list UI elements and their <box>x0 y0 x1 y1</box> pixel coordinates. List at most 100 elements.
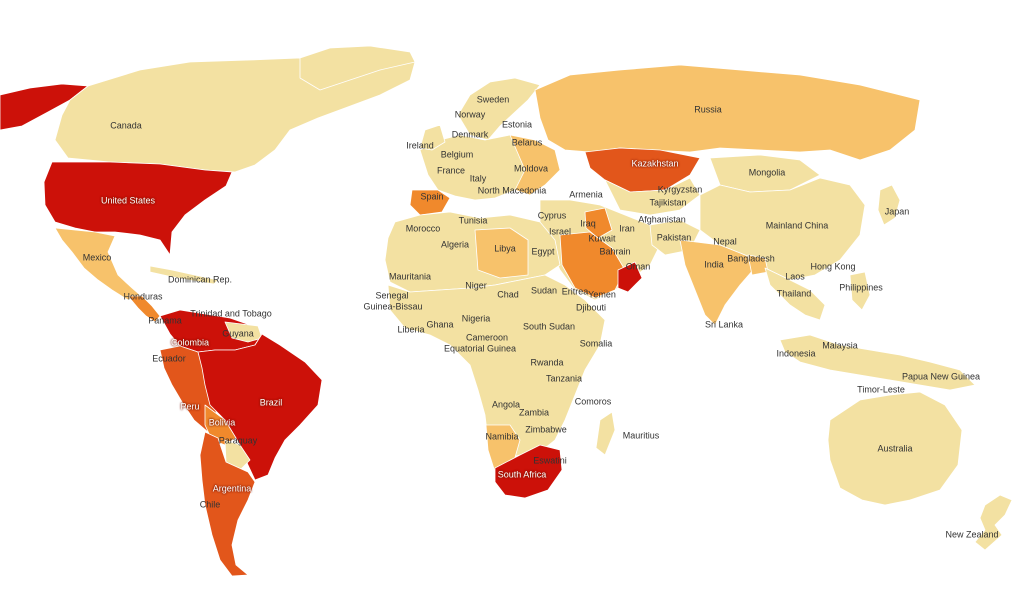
label-russia: Russia <box>694 104 722 115</box>
region-philippines[interactable] <box>849 271 871 311</box>
region-guyana[interactable] <box>224 321 263 343</box>
label-thailand: Thailand <box>776 288 812 299</box>
label-somalia: Somalia <box>579 338 613 349</box>
label-kazakhstan: Kazakhstan <box>631 158 679 169</box>
label-kuwait: Kuwait <box>588 233 616 244</box>
region-central-america[interactable] <box>127 295 161 323</box>
label-namibia: Namibia <box>485 431 519 442</box>
label-comoros: Comoros <box>574 396 612 407</box>
label-egypt: Egypt <box>531 246 555 257</box>
region-madagascar[interactable] <box>595 411 616 456</box>
label-honduras: Honduras <box>123 291 163 302</box>
label-mongolia: Mongolia <box>748 167 786 178</box>
label-norway: Norway <box>454 109 486 120</box>
label-cyprus: Cyprus <box>537 210 567 221</box>
label-brazil: Brazil <box>259 397 283 408</box>
label-eswatini: Eswatini <box>533 455 567 466</box>
label-france: France <box>436 165 466 176</box>
label-oman: Oman <box>625 261 651 272</box>
label-nigeria: Nigeria <box>461 313 491 324</box>
region-south-africa[interactable] <box>494 444 563 499</box>
region-paraguay[interactable] <box>224 439 251 471</box>
label-eritrea: Eritrea <box>561 286 589 297</box>
label-rwanda: Rwanda <box>530 357 564 368</box>
label-denmark: Denmark <box>451 129 489 140</box>
label-armenia: Armenia <box>569 189 603 200</box>
label-libya: Libya <box>494 243 516 254</box>
region-uk-ireland[interactable] <box>419 124 446 151</box>
label-guyana: Guyana <box>222 328 254 339</box>
region-brazil[interactable] <box>197 333 323 481</box>
label-trinidad: Trinidad and Tobago <box>190 308 272 319</box>
label-hong-kong: Hong Kong <box>810 261 856 272</box>
label-bangladesh: Bangladesh <box>727 253 775 264</box>
label-new-zealand: New Zealand <box>945 529 999 540</box>
region-scandinavia[interactable] <box>457 77 541 141</box>
label-ecuador: Ecuador <box>152 353 186 364</box>
label-spain: Spain <box>420 191 444 202</box>
label-algeria: Algeria <box>440 239 470 250</box>
label-moldova: Moldova <box>513 163 549 174</box>
label-tajikistan: Tajikistan <box>649 197 687 208</box>
label-mexico: Mexico <box>82 252 112 263</box>
region-india[interactable] <box>679 239 761 326</box>
label-italy: Italy <box>469 173 487 184</box>
region-new-zealand[interactable] <box>974 494 1013 551</box>
region-iraq[interactable] <box>584 207 613 239</box>
label-chile: Chile <box>199 499 221 510</box>
label-mauritius: Mauritius <box>622 430 660 441</box>
region-oman[interactable] <box>617 261 643 293</box>
region-eastern-europe[interactable] <box>509 134 561 196</box>
region-spain[interactable] <box>409 189 451 216</box>
label-angola: Angola <box>491 399 521 410</box>
region-libya[interactable] <box>474 227 529 279</box>
label-afghanistan: Afghanistan <box>638 214 686 225</box>
label-iraq: Iraq <box>580 218 596 229</box>
region-indonesia[interactable] <box>779 334 976 391</box>
label-bolivia: Bolivia <box>208 417 236 428</box>
label-paraguay: Paraguay <box>218 435 258 446</box>
label-sri-lanka: Sri Lanka <box>704 319 744 330</box>
label-argentina: Argentina <box>212 483 252 494</box>
region-kazakhstan[interactable] <box>584 147 701 193</box>
label-zimbabwe: Zimbabwe <box>525 424 567 435</box>
region-japan[interactable] <box>877 184 901 226</box>
region-caribbean[interactable] <box>149 265 219 285</box>
label-israel: Israel <box>548 226 572 237</box>
label-japan: Japan <box>884 206 910 217</box>
label-tanzania: Tanzania <box>545 373 583 384</box>
region-southeast-asia[interactable] <box>764 267 826 321</box>
label-colombia: Colombia <box>170 337 210 348</box>
label-cameroon: Cameroon <box>465 332 509 343</box>
label-estonia: Estonia <box>501 119 533 130</box>
region-sub-saharan-africa[interactable] <box>387 274 606 461</box>
label-mauritania: Mauritania <box>388 271 432 282</box>
label-sudan: Sudan <box>530 285 558 296</box>
label-zambia: Zambia <box>518 407 550 418</box>
label-belarus: Belarus <box>511 137 543 148</box>
label-philippines: Philippines <box>839 282 883 293</box>
label-sweden: Sweden <box>476 94 510 105</box>
label-ireland: Ireland <box>406 140 434 151</box>
label-indonesia: Indonesia <box>776 348 816 359</box>
region-greenland[interactable] <box>299 45 416 91</box>
label-dominican-rep: Dominican Rep. <box>167 274 233 285</box>
label-timor-leste: Timor-Leste <box>857 384 905 395</box>
label-iran: Iran <box>619 223 635 234</box>
label-morocco: Morocco <box>405 223 441 234</box>
label-belgium: Belgium <box>440 149 474 160</box>
region-united-states[interactable] <box>43 161 233 256</box>
label-senegal: Senegal <box>375 290 409 301</box>
label-chad: Chad <box>497 289 519 300</box>
label-australia: Australia <box>877 443 913 454</box>
region-russia[interactable] <box>534 64 921 161</box>
label-panama: Panama <box>148 315 182 326</box>
label-south-africa: South Africa <box>497 469 547 480</box>
label-nepal: Nepal <box>713 236 737 247</box>
region-australia[interactable] <box>827 391 963 506</box>
label-djibouti: Djibouti <box>575 302 607 313</box>
region-argentina-chile[interactable] <box>199 431 256 577</box>
label-mainland-china: Mainland China <box>765 220 829 231</box>
region-mexico[interactable] <box>54 227 141 301</box>
